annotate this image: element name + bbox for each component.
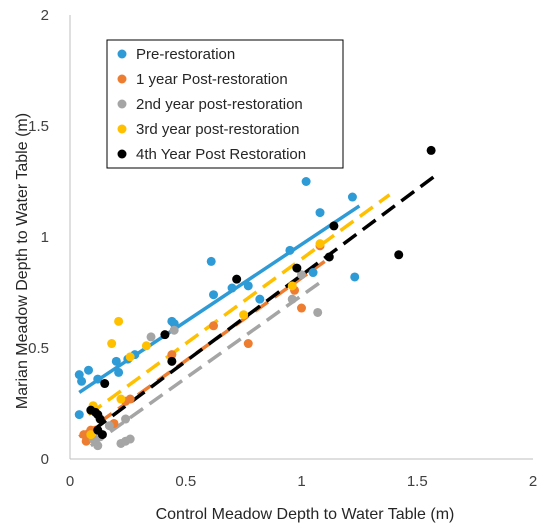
- data-point: [292, 263, 302, 273]
- legend-label: 3rd year post-restoration: [136, 121, 299, 138]
- tick-labels: 0 0.5 1 1.5 2 0 0.5 1 1.5 2: [28, 7, 537, 490]
- data-point: [243, 339, 253, 349]
- data-point: [160, 330, 170, 340]
- data-point: [77, 376, 87, 386]
- data-point: [313, 307, 323, 317]
- data-point: [347, 192, 357, 202]
- data-point: [95, 414, 105, 424]
- x-tick-label: 2: [529, 473, 537, 490]
- data-point: [111, 356, 121, 366]
- legend-label: 4th Year Post Restoration: [136, 146, 306, 163]
- data-point: [93, 441, 103, 451]
- data-point: [86, 430, 96, 440]
- data-point: [285, 245, 295, 255]
- legend-marker: [117, 99, 127, 109]
- data-point: [104, 421, 114, 431]
- legend-box: [106, 39, 344, 169]
- data-point: [243, 281, 253, 291]
- data-point: [74, 410, 84, 420]
- data-point: [167, 356, 177, 366]
- data-point: [141, 341, 151, 351]
- legend-marker: [117, 74, 127, 84]
- data-point: [329, 221, 339, 231]
- data-point: [114, 367, 124, 377]
- data-point: [209, 290, 219, 300]
- data-point: [209, 321, 219, 331]
- data-point: [125, 352, 135, 362]
- legend-marker: [117, 149, 127, 159]
- data-points: [74, 145, 436, 451]
- data-point: [301, 177, 311, 186]
- data-point: [114, 316, 124, 326]
- data-point: [255, 294, 265, 304]
- data-point: [426, 145, 436, 155]
- data-point: [169, 325, 179, 335]
- data-point: [169, 319, 179, 329]
- legend-marker: [117, 124, 127, 134]
- data-point: [287, 281, 297, 291]
- legend: Pre-restoration 1 year Post-restoration 2n…: [106, 39, 344, 169]
- x-tick-label: 1: [297, 473, 305, 490]
- y-axis-title: Marian Meadow Depth to Water Table (m): [14, 113, 31, 409]
- data-point: [297, 303, 306, 313]
- data-point: [93, 374, 103, 384]
- data-point: [107, 339, 117, 349]
- data-point: [227, 283, 237, 293]
- axes: [69, 15, 533, 460]
- legend-label: Pre-restoration: [136, 46, 235, 63]
- data-point: [125, 394, 135, 404]
- data-point: [167, 350, 177, 360]
- trendline: [87, 193, 391, 417]
- y-tick-label: 0: [41, 451, 49, 468]
- data-point: [315, 208, 325, 218]
- data-point: [121, 414, 131, 424]
- data-point: [308, 268, 318, 278]
- data-point: [81, 436, 91, 446]
- data-point: [232, 274, 242, 284]
- x-tick-label: 1.5: [407, 473, 428, 490]
- x-tick-label: 0: [66, 473, 74, 490]
- data-point: [206, 256, 216, 266]
- data-point: [97, 430, 107, 440]
- x-tick-label: 0.5: [175, 473, 196, 490]
- data-point: [84, 365, 94, 375]
- data-point: [146, 332, 156, 342]
- data-point: [315, 239, 325, 249]
- data-point: [125, 434, 135, 444]
- data-point: [287, 294, 297, 304]
- y-tick-label: 1: [41, 229, 49, 246]
- y-tick-label: 0.5: [28, 340, 49, 357]
- legend-label: 1 year Post-restoration: [136, 71, 288, 88]
- x-axis-title: Control Meadow Depth to Water Table (m): [156, 506, 455, 523]
- y-tick-label: 2: [41, 7, 49, 24]
- data-point: [350, 272, 360, 282]
- data-point: [100, 379, 110, 389]
- data-point: [394, 250, 404, 260]
- data-point: [324, 252, 334, 262]
- y-tick-label: 1.5: [28, 118, 49, 135]
- legend-marker: [117, 49, 127, 59]
- data-point: [116, 394, 126, 404]
- data-point: [297, 270, 306, 280]
- data-point: [239, 310, 249, 320]
- legend-label: 2nd year post-restoration: [136, 96, 303, 113]
